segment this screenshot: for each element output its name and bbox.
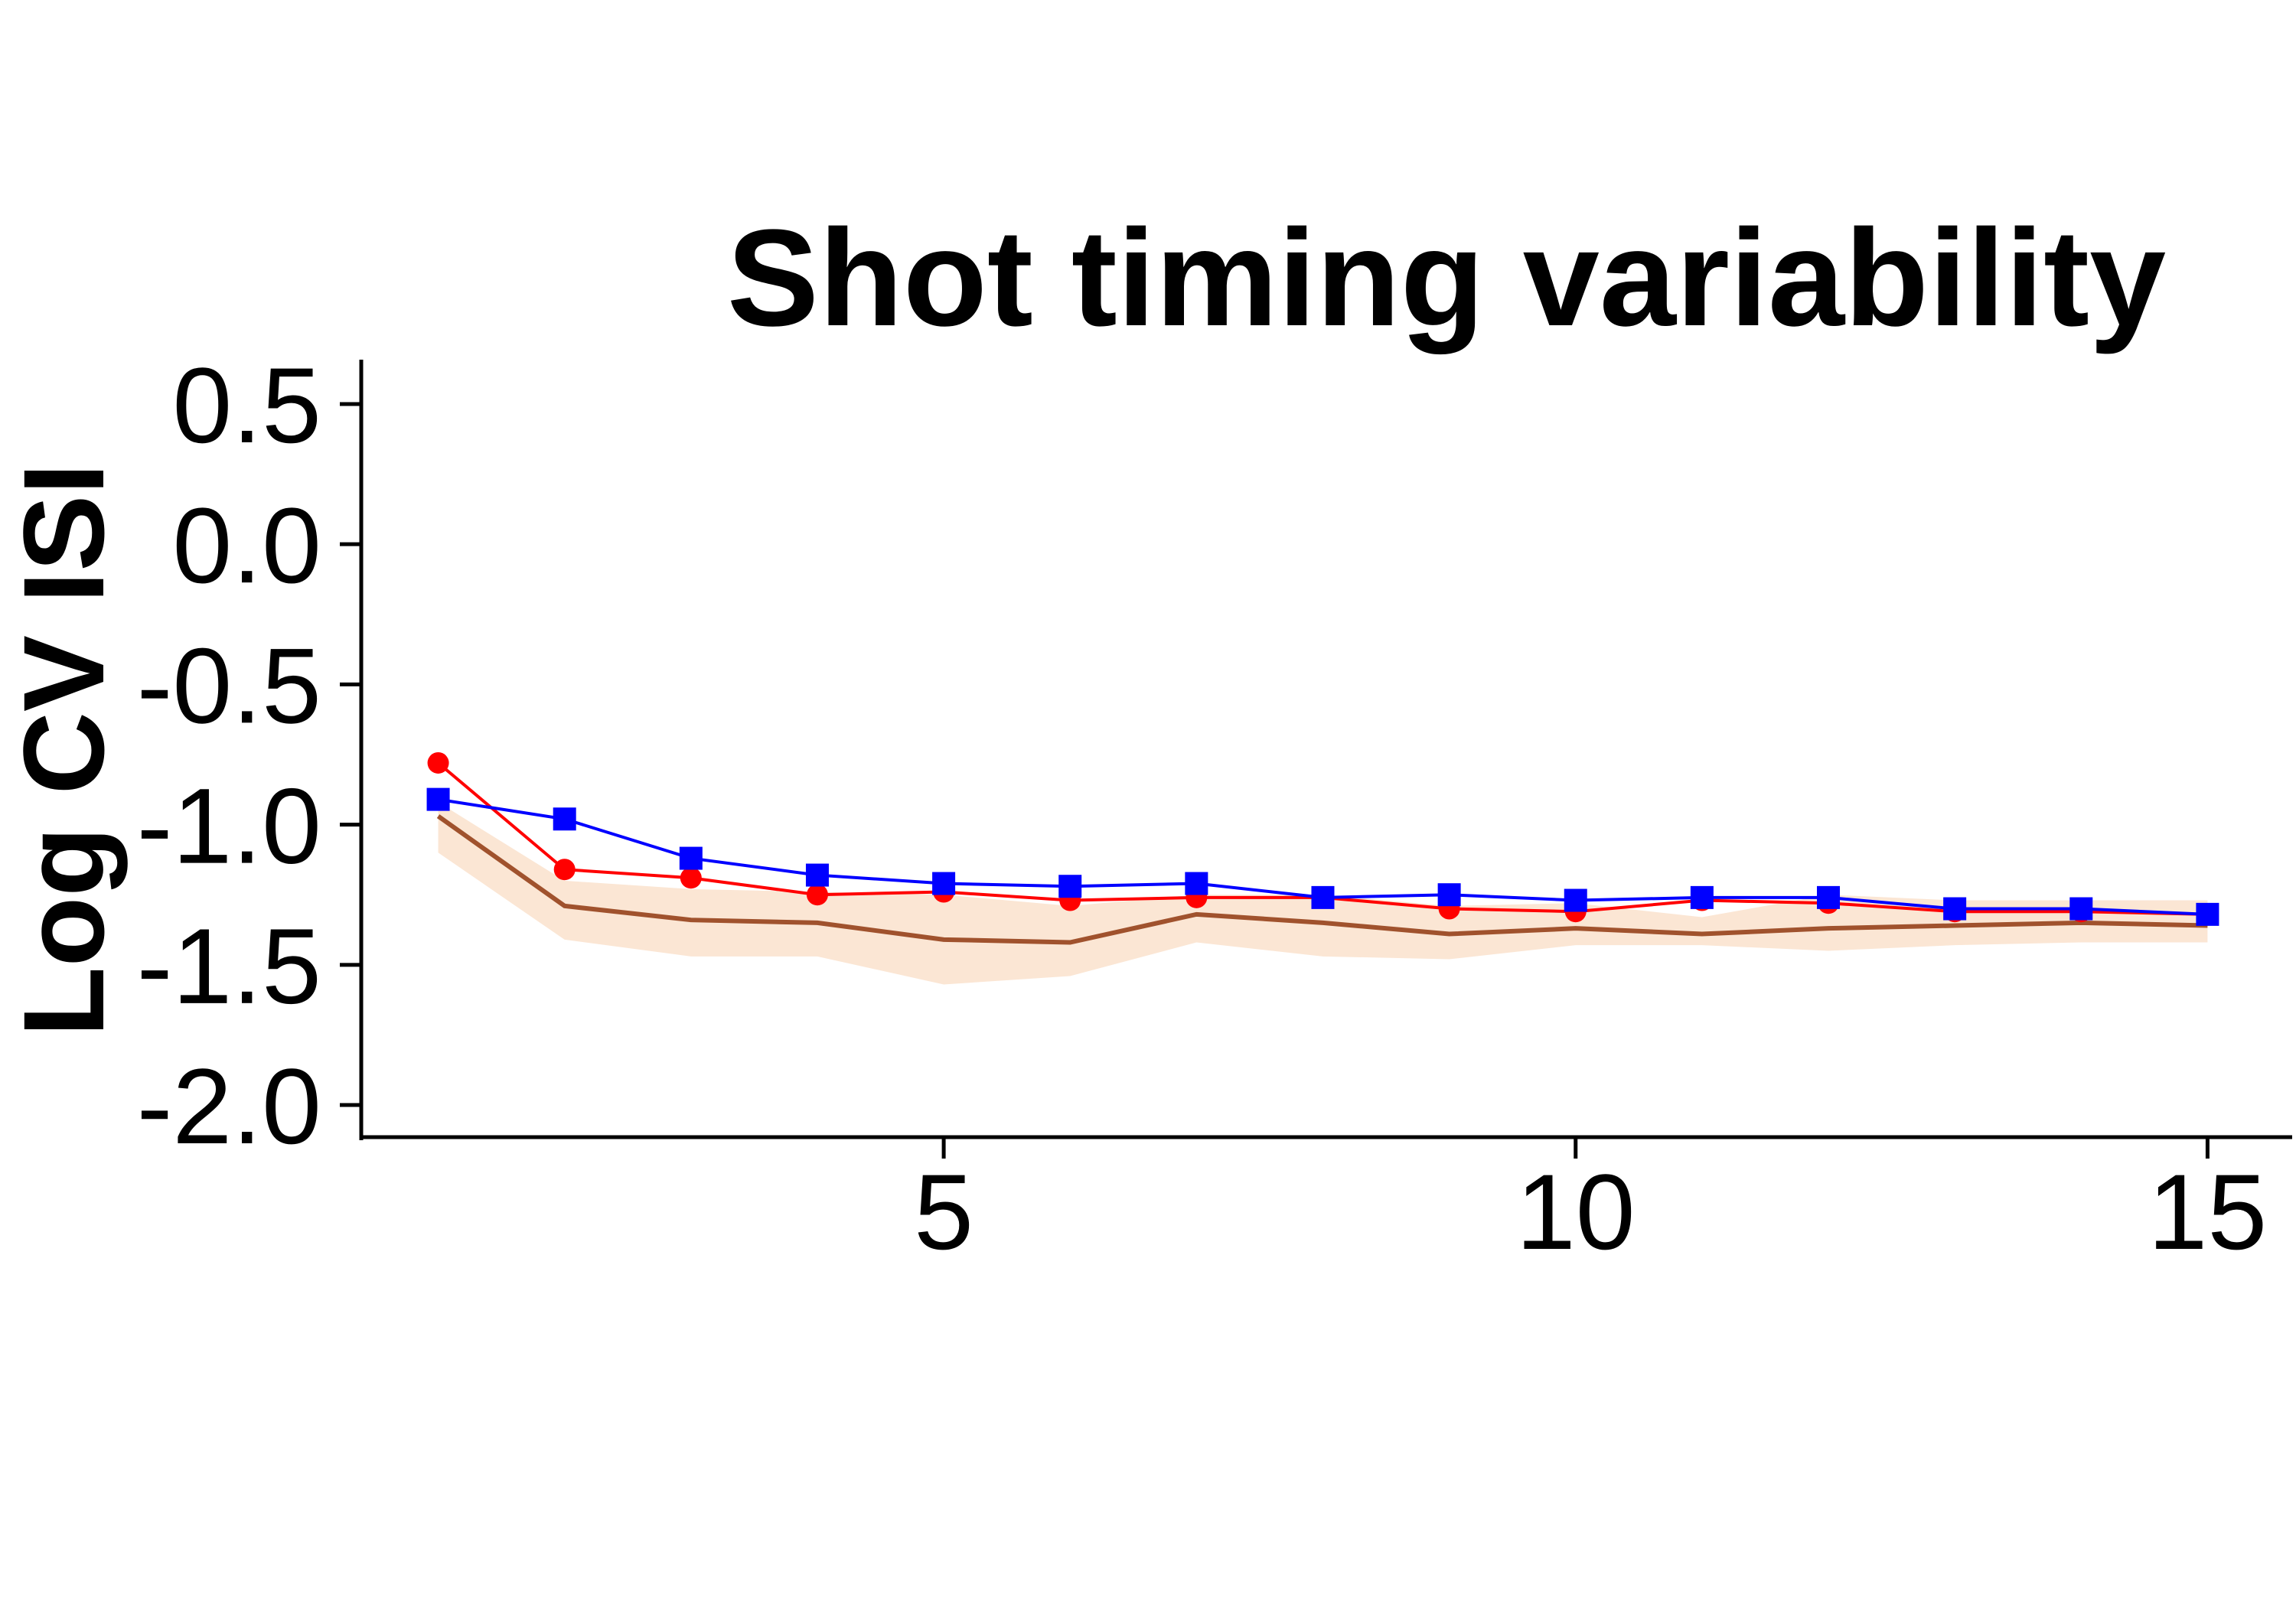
chart-title: Shot timing variability — [727, 201, 2166, 355]
confidence-band — [438, 802, 2208, 985]
x-tick-label: 5 — [914, 1152, 974, 1272]
series-2-point-4 — [805, 863, 829, 887]
series-2-point-6 — [1058, 875, 1082, 898]
plot-area: 0.5 0.0 -0.5 -1.0 -1.5 -2.0 5 10 15 — [137, 345, 2292, 1272]
series-2-point-8 — [1311, 885, 1335, 909]
series-2-point-7 — [1185, 872, 1208, 895]
series-2-point-12 — [1817, 885, 1841, 909]
y-tick-label: 0.5 — [172, 345, 321, 465]
y-tick-label: -2.0 — [137, 1046, 321, 1166]
series-2-point-1 — [426, 787, 450, 811]
y-axis-label: Log CV ISI — [0, 463, 128, 1037]
series-2-point-5 — [932, 872, 956, 895]
series-2-point-3 — [679, 846, 703, 870]
series-2-point-13 — [1943, 897, 1967, 921]
y-tick-label: -0.5 — [137, 625, 321, 745]
series-1-point-1 — [427, 751, 449, 774]
series-2-point-11 — [1690, 885, 1714, 909]
band-mean-line — [436, 814, 2208, 945]
series-1-point-4 — [806, 884, 828, 906]
series-2-point-14 — [2069, 897, 2093, 921]
x-tick-label: 15 — [2148, 1152, 2268, 1272]
series-2-point-10 — [1564, 888, 1587, 912]
y-tick-label: -1.5 — [137, 906, 321, 1026]
series-2-point-2 — [553, 807, 576, 831]
y-tick-label: -1.0 — [137, 766, 321, 886]
series-2-point-9 — [1437, 883, 1461, 907]
series-1-point-2 — [553, 859, 576, 881]
x-tick-label: 10 — [1516, 1152, 1636, 1272]
series-2-point-15 — [2196, 902, 2219, 926]
series-1-point-3 — [680, 867, 702, 889]
y-tick-label: 0.0 — [172, 485, 321, 605]
